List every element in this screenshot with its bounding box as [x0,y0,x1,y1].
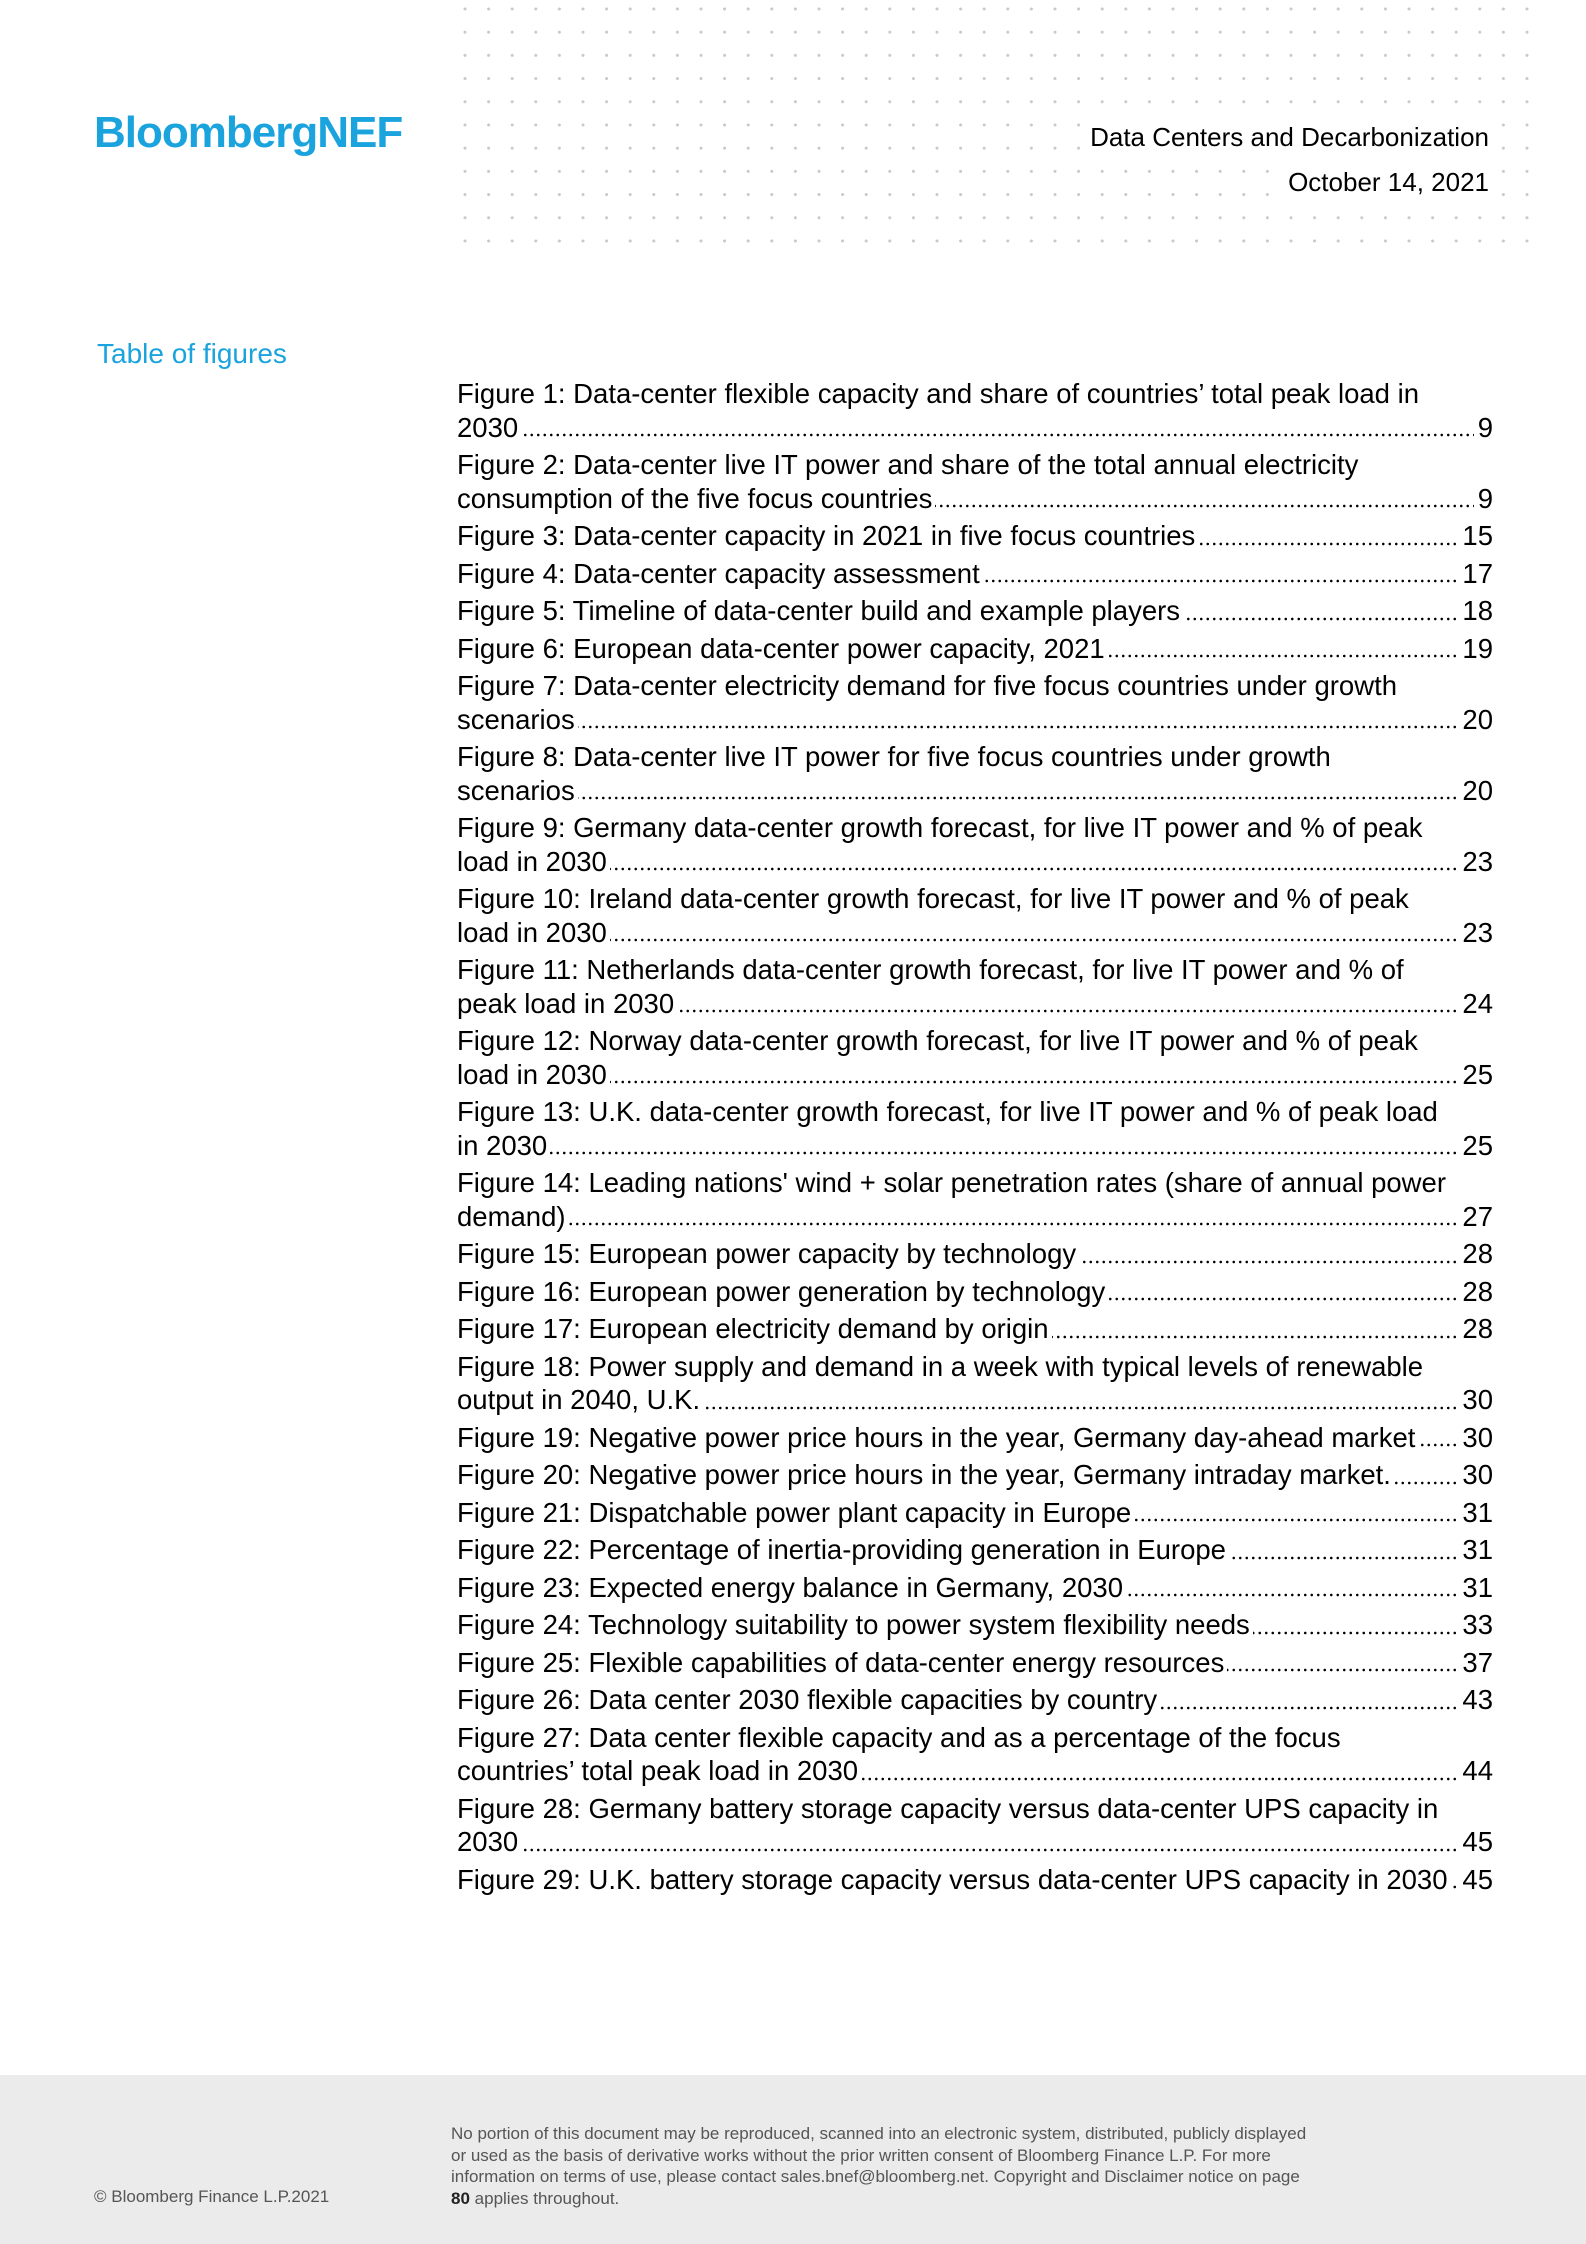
entry-text: Figure 4: Data-center capacity assessmen… [457,557,983,589]
toc-entry[interactable]: Figure 26: Data center 2030 flexible cap… [457,1683,1493,1717]
toc-entry[interactable]: Figure 22: Percentage of inertia-providi… [457,1533,1493,1567]
entry-text: Figure 6: European data-center power cap… [457,632,1108,664]
toc-list: Figure 1: Data-center flexible capacity … [457,377,1493,1900]
dot-leader [457,1009,1493,1013]
entry-page: 24 [1458,986,1493,1020]
toc-entry[interactable]: Figure 17: European electricity demand b… [457,1312,1493,1346]
entry-page: 37 [1458,1645,1493,1679]
entry-page: 9 [1473,410,1493,444]
dot-leader [457,1080,1493,1084]
toc-entry[interactable]: Figure 2: Data-center live IT power and … [457,448,1493,515]
entry-page: 17 [1458,556,1493,590]
entry-text: Figure 20: Negative power price hours in… [457,1459,1394,1490]
entry-page: 31 [1458,1495,1493,1529]
toc-entry[interactable]: Figure 6: European data-center power cap… [457,631,1493,665]
report-date: October 14, 2021 [1282,167,1489,198]
copyright: © Bloomberg Finance L.P.2021 [94,2187,330,2206]
entry-page: 30 [1458,1420,1493,1454]
entry-text: Figure 19: Negative power price hours in… [457,1421,1419,1453]
entry-page: 31 [1458,1570,1493,1604]
toc-entry[interactable]: Figure 8: Data-center live IT power for … [457,740,1493,807]
dot-leader [457,796,1493,800]
toc-entry[interactable]: Figure 24: Technology suitability to pow… [457,1608,1493,1642]
dot-leader [457,433,1493,437]
entry-text: Figure 26: Data center 2030 flexible cap… [457,1684,1161,1715]
dot-leader [457,1776,1493,1781]
entry-page: 23 [1458,915,1493,949]
dot-leader [457,725,1493,729]
toc-entry[interactable]: Figure 14: Leading nations' wind + solar… [457,1166,1493,1233]
entry-page: 45 [1458,1825,1493,1859]
entry-page: 15 [1458,519,1493,553]
toc-entry[interactable]: Figure 4: Data-center capacity assessmen… [457,556,1493,590]
toc-entry[interactable]: Figure 9: Germany data-center growth for… [457,811,1493,878]
toc-entry[interactable]: Figure 28: Germany battery storage capac… [457,1792,1493,1859]
toc-entry[interactable]: Figure 11: Netherlands data-center growt… [457,953,1493,1020]
logo: BloombergNEF [94,108,403,157]
dot-leader [457,938,1493,942]
disclaimer-text: applies throughout. [474,2188,620,2208]
toc-entry[interactable]: Figure 13: U.K. data-center growth forec… [457,1095,1493,1162]
entry-page: 28 [1458,1237,1493,1271]
entry-page: 45 [1458,1862,1493,1896]
toc-entry[interactable]: Figure 15: European power capacity by te… [457,1237,1493,1271]
toc-entry[interactable]: Figure 5: Timeline of data-center build … [457,594,1493,628]
dot-leader [457,1847,1493,1852]
entry-page: 18 [1458,594,1493,628]
dot-leader [457,1151,1493,1155]
disclaimer-page: 80 [451,2188,470,2208]
dot-leader [457,504,1493,508]
entry-page: 30 [1458,1458,1493,1492]
entry-page: 44 [1458,1754,1493,1788]
toc-entry[interactable]: Figure 10: Ireland data-center growth fo… [457,882,1493,949]
entry-page: 20 [1458,773,1493,807]
toc-entry[interactable]: Figure 3: Data-center capacity in 2021 i… [457,519,1493,553]
entry-text: Figure 23: Expected energy balance in Ge… [457,1571,1127,1603]
entry-text: Figure 22: Percentage of inertia-providi… [457,1534,1229,1565]
dot-leader [457,1405,1493,1410]
entry-page: 9 [1473,481,1493,515]
footer: © Bloomberg Finance L.P.2021 No portion … [0,2075,1586,2244]
toc-entry[interactable]: Figure 29: U.K. battery storage capacity… [457,1862,1493,1896]
entry-page: 43 [1458,1683,1493,1717]
entry-page: 20 [1458,702,1493,736]
toc-entry[interactable]: Figure 20: Negative power price hours in… [457,1458,1493,1492]
entry-page: 30 [1458,1383,1493,1417]
toc-entry[interactable]: Figure 7: Data-center electricity demand… [457,669,1493,736]
entry-text: Figure 15: European power capacity by te… [457,1238,1080,1269]
disclaimer: No portion of this document may be repro… [451,2123,1321,2209]
entry-page: 25 [1458,1057,1493,1091]
toc-title: Table of figures [97,338,287,369]
toc-entry[interactable]: Figure 1: Data-center flexible capacity … [457,377,1493,444]
entry-page: 33 [1458,1608,1493,1642]
toc-entry[interactable]: Figure 23: Expected energy balance in Ge… [457,1570,1493,1604]
entry-page: 19 [1458,631,1493,665]
entry-page: 28 [1458,1274,1493,1308]
toc-entry[interactable]: Figure 25: Flexible capabilities of data… [457,1645,1493,1679]
entry-text: Figure 29: U.K. battery storage capacity… [457,1863,1451,1895]
entry-text: Figure 21: Dispatchable power plant capa… [457,1496,1135,1528]
entry-page: 27 [1458,1199,1493,1233]
report-title: Data Centers and Decarbonization [1084,122,1489,153]
entry-page: 31 [1458,1533,1493,1567]
toc-entry[interactable]: Figure 16: European power generation by … [457,1274,1493,1308]
entry-text: Figure 17: European electricity demand b… [457,1313,1052,1344]
toc-entry[interactable]: Figure 12: Norway data-center growth for… [457,1024,1493,1091]
toc-entry[interactable]: Figure 21: Dispatchable power plant capa… [457,1495,1493,1529]
dot-leader [457,867,1493,871]
entry-page: 28 [1458,1312,1493,1346]
entry-text: Figure 25: Flexible capabilities of data… [457,1646,1228,1678]
toc-entry[interactable]: Figure 27: Data center flexible capacity… [457,1721,1493,1788]
entry-text: Figure 16: European power generation by … [457,1275,1109,1307]
entry-text: Figure 3: Data-center capacity in 2021 i… [457,520,1199,551]
dot-leader [457,1222,1493,1226]
entry-page: 25 [1458,1128,1493,1162]
entry-text: Figure 24: Technology suitability to pow… [457,1609,1253,1640]
entry-text: Figure 5: Timeline of data-center build … [457,595,1184,626]
entry-page: 23 [1458,844,1493,878]
toc-entry[interactable]: Figure 19: Negative power price hours in… [457,1420,1493,1454]
toc-entry[interactable]: Figure 18: Power supply and demand in a … [457,1350,1493,1417]
disclaimer-text: No portion of this document may be repro… [451,2124,1307,2186]
